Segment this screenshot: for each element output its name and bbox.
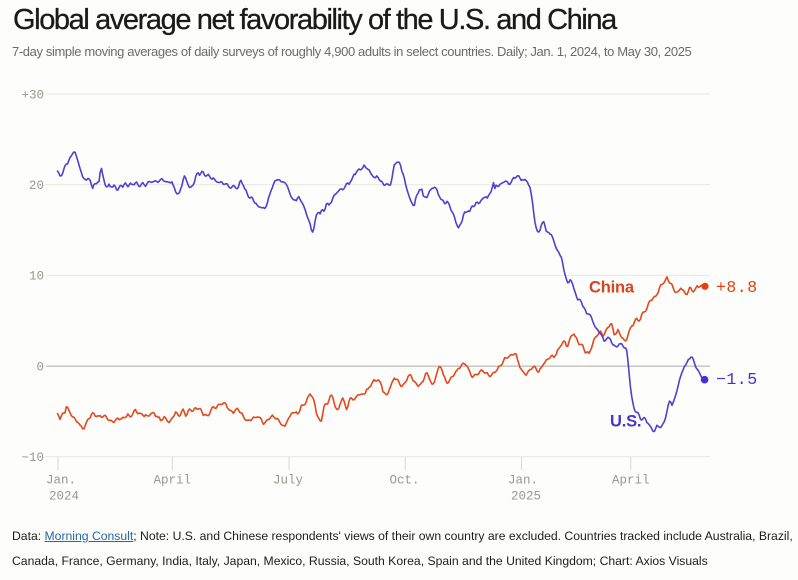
svg-text:10: 10 xyxy=(29,270,44,284)
svg-text:−10: −10 xyxy=(21,451,44,465)
svg-text:2025: 2025 xyxy=(511,490,541,504)
svg-text:+8.8: +8.8 xyxy=(716,278,758,297)
svg-text:2024: 2024 xyxy=(49,490,79,504)
svg-text:April: April xyxy=(154,474,192,488)
svg-text:20: 20 xyxy=(29,179,44,193)
svg-text:+30: +30 xyxy=(21,88,44,102)
svg-text:−1.5: −1.5 xyxy=(716,370,758,389)
svg-text:U.S.: U.S. xyxy=(610,413,641,431)
svg-text:China: China xyxy=(589,279,635,297)
svg-text:Oct.: Oct. xyxy=(389,474,419,488)
svg-text:April: April xyxy=(612,474,650,488)
svg-text:July: July xyxy=(273,474,304,488)
svg-text:Jan.: Jan. xyxy=(46,474,76,488)
svg-text:Jan.: Jan. xyxy=(508,474,538,488)
svg-text:0: 0 xyxy=(36,360,44,374)
